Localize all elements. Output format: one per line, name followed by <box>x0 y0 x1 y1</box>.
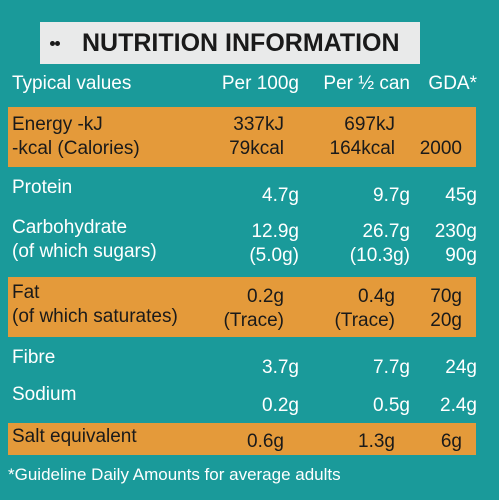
energy-kj-label: Energy -kJ <box>12 114 103 135</box>
fibre-gda: 24g <box>445 357 477 378</box>
salt-label: Salt equivalent <box>12 426 137 447</box>
carb-gda: 230g <box>434 221 477 242</box>
sodium-gda: 2.4g <box>440 395 477 416</box>
fibre-per100: 3.7g <box>262 357 299 378</box>
header-gda: GDA* <box>428 73 477 94</box>
energy-kcal-per100: 79kcal <box>229 138 284 159</box>
saturates-perhalf: (Trace) <box>334 310 395 331</box>
sodium-perhalf: 0.5g <box>373 395 410 416</box>
table-row-salt: Salt equivalent 0.6g 1.3g 6g <box>8 423 476 455</box>
energy-kcal-label: -kcal (Calories) <box>12 138 140 159</box>
protein-perhalf: 9.7g <box>373 185 410 206</box>
salt-perhalf: 1.3g <box>358 431 395 452</box>
energy-gda: 2000 <box>419 138 462 159</box>
header-per-100g: Per 100g <box>221 73 299 94</box>
energy-kj-perhalf: 697kJ <box>344 114 395 135</box>
fibre-label: Fibre <box>12 347 56 368</box>
table-header: Typical values Per 100g Per ½ can GDA* <box>0 72 499 100</box>
sodium-label: Sodium <box>12 384 77 405</box>
carb-perhalf: 26.7g <box>362 221 410 242</box>
sugars-label: (of which sugars) <box>12 241 157 262</box>
energy-kj-per100: 337kJ <box>233 114 284 135</box>
protein-label: Protein <box>12 177 73 198</box>
sugars-perhalf: (10.3g) <box>349 245 410 266</box>
banner-title: NUTRITION INFORMATION <box>82 28 400 57</box>
table-row-energy: Energy -kJ -kcal (Calories) 337kJ 79kcal… <box>8 107 476 167</box>
nutrition-banner: NUTRITION INFORMATION <box>40 22 420 64</box>
fat-gda: 70g <box>430 286 462 307</box>
fat-perhalf: 0.4g <box>358 286 395 307</box>
header-typical-values: Typical values <box>12 73 132 94</box>
fibre-perhalf: 7.7g <box>373 357 410 378</box>
salt-per100: 0.6g <box>247 431 284 452</box>
fat-per100: 0.2g <box>247 286 284 307</box>
sugars-gda: 90g <box>445 245 477 266</box>
header-per-half-can: Per ½ can <box>323 73 410 94</box>
dots-icon <box>50 40 60 47</box>
energy-kcal-perhalf: 164kcal <box>329 138 396 159</box>
sugars-per100: (5.0g) <box>249 245 299 266</box>
fat-label: Fat <box>12 282 40 303</box>
footnote: *Guideline Daily Amounts for average adu… <box>8 465 341 484</box>
protein-gda: 45g <box>445 185 477 206</box>
saturates-label: (of which saturates) <box>12 306 178 327</box>
saturates-per100: (Trace) <box>223 310 284 331</box>
protein-per100: 4.7g <box>262 185 299 206</box>
saturates-gda: 20g <box>430 310 462 331</box>
carb-label: Carbohydrate <box>12 217 128 238</box>
salt-gda: 6g <box>440 431 462 452</box>
sodium-per100: 0.2g <box>262 395 299 416</box>
table-row-fat: Fat (of which saturates) 0.2g (Trace) 0.… <box>8 277 476 337</box>
carb-per100: 12.9g <box>251 221 299 242</box>
